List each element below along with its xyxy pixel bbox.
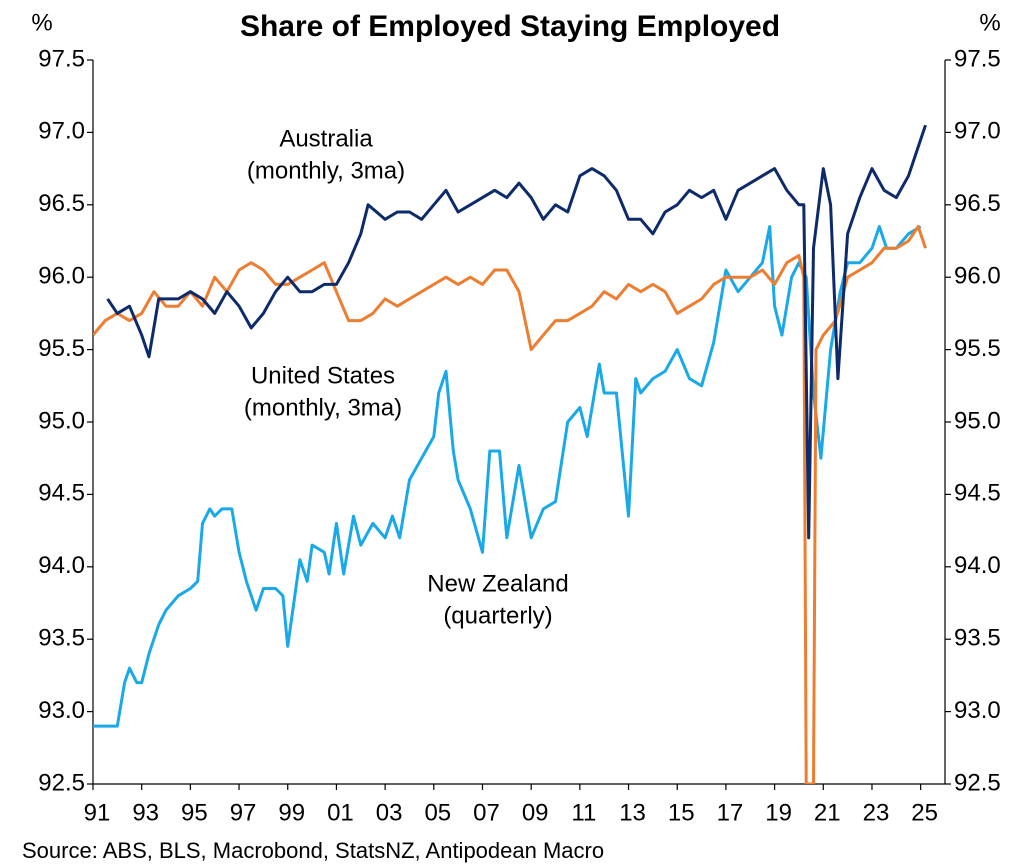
x-tick-label: 95 (181, 799, 208, 826)
x-tick-label: 93 (132, 799, 159, 826)
x-tick-label: 09 (522, 799, 549, 826)
x-tick-label: 11 (571, 799, 596, 826)
series-frequency: (monthly, 3ma) (244, 394, 402, 421)
x-tick-label: 99 (278, 799, 305, 826)
y-tick-label: 93.0 (38, 697, 85, 724)
y-tick-label: 97.0 (38, 118, 85, 145)
y2-tick-label: 96.5 (954, 190, 1001, 217)
y2-tick-label: 97.5 (954, 45, 1001, 72)
y2-tick-label: 96.0 (954, 263, 1001, 290)
y2-tick-label: 92.5 (954, 769, 1001, 796)
x-tick-label: 97 (230, 799, 257, 826)
x-tick-label: 19 (765, 799, 792, 826)
y-tick-label: 95.5 (38, 335, 85, 362)
x-tick-label: 01 (327, 799, 354, 826)
y-axis-label: % (31, 9, 52, 36)
y-tick-label: 92.5 (38, 769, 85, 796)
y-tick-label: 96.0 (38, 263, 85, 290)
y-tick-label: 95.0 (38, 407, 85, 434)
series-label: New Zealand (427, 570, 568, 597)
source-note: Source: ABS, BLS, Macrobond, StatsNZ, An… (22, 838, 604, 863)
x-tick-label: 91 (84, 799, 111, 826)
x-tick-label: 23 (863, 799, 890, 826)
y-tick-label: 96.5 (38, 190, 85, 217)
y2-tick-label: 94.0 (954, 552, 1001, 579)
y2-tick-label: 94.5 (954, 480, 1001, 507)
x-tick-label: 05 (424, 799, 451, 826)
x-tick-label: 13 (619, 799, 646, 826)
y2-tick-label: 93.5 (954, 625, 1001, 652)
x-tick-label: 17 (717, 799, 744, 826)
y-tick-label: 97.5 (38, 45, 85, 72)
x-tick-label: 07 (473, 799, 500, 826)
y2-tick-label: 93.0 (954, 697, 1001, 724)
x-tick-label: 21 (814, 799, 841, 826)
x-tick-label: 15 (668, 799, 695, 826)
chart-title: Share of Employed Staying Employed (240, 10, 780, 43)
series-line (93, 225, 922, 728)
x-tick-label: 25 (911, 799, 938, 826)
y2-tick-label: 97.0 (954, 118, 1001, 145)
series-line (93, 225, 927, 784)
x-tick-label: 03 (376, 799, 403, 826)
y-tick-label: 94.5 (38, 480, 85, 507)
y2-tick-label: 95.5 (954, 335, 1001, 362)
series-frequency: (monthly, 3ma) (247, 157, 405, 184)
y2-axis-label: % (979, 9, 1000, 36)
y-tick-label: 93.5 (38, 625, 85, 652)
series-label: Australia (279, 125, 373, 152)
plot-area (93, 124, 927, 784)
series-line (106, 124, 927, 540)
y-tick-label: 94.0 (38, 552, 85, 579)
series-label: United States (251, 362, 395, 389)
y2-tick-label: 95.0 (954, 407, 1001, 434)
series-frequency: (quarterly) (443, 602, 552, 629)
